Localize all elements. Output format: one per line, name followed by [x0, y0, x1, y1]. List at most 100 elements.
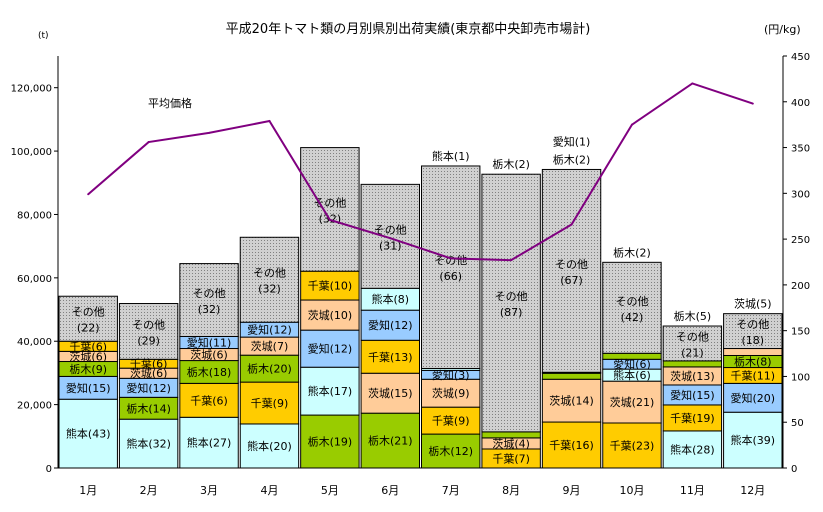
segment-label: その他 — [676, 330, 709, 343]
bar-segment — [179, 263, 239, 337]
bar-segment — [541, 372, 602, 380]
segment-label: 愛知(15) — [66, 381, 111, 395]
segment-label: 栃木(2) — [553, 152, 591, 166]
price-point — [389, 237, 392, 240]
segment-label: 茨城(10) — [308, 308, 353, 322]
segment-label: 愛知(11) — [187, 335, 232, 349]
segment-label: 栃木(8) — [734, 355, 772, 369]
bar-segment — [360, 309, 421, 341]
left-axis-unit: (t) — [38, 31, 49, 41]
segment-label: その他 — [434, 254, 467, 267]
segment-label: その他 — [132, 318, 165, 331]
segment-label: 愛知(20) — [730, 391, 775, 405]
bar-segment — [723, 313, 783, 350]
bar-segment — [360, 372, 421, 414]
segment-label: 愛知(1) — [553, 134, 591, 148]
y2-tick-label: 250 — [791, 235, 810, 246]
price-point — [208, 131, 211, 134]
bar-segment — [541, 378, 602, 423]
segment-label: (32) — [198, 303, 221, 316]
bar-segment — [179, 382, 239, 418]
x-tick-label: 8月 — [502, 484, 520, 497]
segment-label: 栃木(5) — [674, 309, 712, 323]
segment-label: 栃木(12) — [428, 444, 473, 458]
segment-label: 栃木(20) — [247, 362, 292, 376]
y-tick-label: 20,000 — [17, 401, 52, 412]
y-tick-label: 100,000 — [11, 147, 52, 158]
segment-label: その他 — [253, 267, 286, 280]
chart-title: 平成20年トマト類の月別県別出荷実績(東京都中央卸売市場計) — [226, 21, 591, 37]
segment-label: 愛知(12) — [308, 342, 353, 356]
bar-segment — [360, 412, 421, 469]
segment-label: 茨城(6) — [130, 366, 168, 380]
bar-segment — [300, 270, 360, 301]
segment-label: 茨城(21) — [610, 395, 655, 409]
price-point — [328, 218, 331, 221]
segment-label: 熊本(17) — [308, 384, 353, 398]
x-tick-label: 11月 — [680, 484, 705, 497]
segment-label: 茨城(15) — [368, 386, 413, 400]
bar-segment — [602, 422, 662, 469]
price-point — [570, 223, 573, 226]
y2-tick-label: 100 — [791, 372, 810, 383]
segment-label: 千葉(16) — [549, 438, 594, 452]
right-axis-unit: (円/kg) — [764, 23, 801, 36]
bar-segment — [541, 168, 602, 373]
segment-label: 熊本(8) — [371, 292, 409, 306]
segment-label: 千葉(19) — [670, 411, 715, 425]
y-tick-label: 0 — [46, 464, 52, 475]
bar-segment — [662, 325, 723, 362]
y-tick-label: 40,000 — [17, 337, 52, 348]
y2-tick-label: 400 — [791, 98, 810, 109]
bar-segment — [300, 329, 360, 368]
x-tick-label: 4月 — [260, 484, 278, 497]
x-tick-label: 5月 — [321, 484, 339, 497]
segment-label: 茨城(9) — [432, 386, 470, 400]
segment-label: (67) — [560, 274, 583, 287]
segment-label: 栃木(2) — [492, 157, 530, 171]
price-point — [268, 120, 271, 123]
segment-label: (21) — [681, 346, 704, 359]
bar-segment — [360, 183, 421, 289]
segment-label: 茨城(6) — [69, 349, 107, 363]
segment-label: 千葉(6) — [190, 393, 228, 407]
segment-label: 千葉(9) — [251, 396, 289, 410]
segment-label: その他 — [555, 258, 588, 271]
segment-label: (42) — [621, 311, 644, 324]
segment-label: 愛知(12) — [247, 323, 292, 337]
bar-segment — [58, 295, 118, 342]
bar-segment — [602, 380, 662, 424]
price-point — [751, 102, 754, 105]
y2-tick-label: 50 — [791, 418, 804, 429]
bar-segment — [360, 339, 421, 374]
segment-label: 茨城(14) — [549, 394, 594, 408]
bar-segment — [662, 360, 723, 368]
bar-segment — [481, 173, 541, 433]
segment-label: 千葉(13) — [368, 350, 413, 364]
y2-tick-label: 0 — [791, 464, 797, 475]
x-tick-label: 1月 — [79, 484, 97, 497]
segment-label: 栃木(9) — [69, 362, 107, 376]
segment-label: 茨城(6) — [190, 348, 228, 362]
x-tick-label: 2月 — [140, 484, 158, 497]
segment-label: 愛知(15) — [670, 388, 715, 402]
price-point — [449, 257, 452, 260]
x-tick-label: 9月 — [563, 484, 581, 497]
segment-label: その他 — [615, 295, 648, 308]
x-tick-label: 10月 — [619, 484, 644, 497]
segment-label: 千葉(7) — [492, 451, 530, 465]
segment-label: 愛知(12) — [368, 318, 413, 332]
segment-label: その他 — [736, 318, 769, 331]
segment-label: 茨城(4) — [492, 436, 530, 450]
x-tick-label: 3月 — [200, 484, 218, 497]
price-point — [691, 82, 694, 85]
segment-label: (32) — [258, 283, 281, 296]
bar-segment — [179, 416, 239, 469]
segment-label: (18) — [741, 334, 764, 347]
price-point — [87, 193, 90, 196]
bar-segment — [118, 303, 179, 360]
x-tick-label: 6月 — [381, 484, 399, 497]
bar-segment — [239, 381, 300, 425]
segment-label: 茨城(13) — [670, 369, 715, 383]
line-series-label: 平均価格 — [148, 96, 192, 110]
